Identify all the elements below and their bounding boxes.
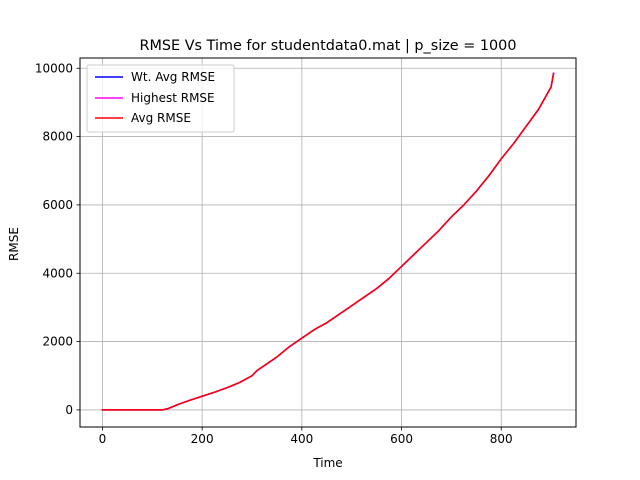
x-tick-label-4: 800 <box>490 432 513 446</box>
legend-label-wt-avg-rmse: Wt. Avg RMSE <box>131 70 215 84</box>
plot-series <box>101 72 555 411</box>
legend-label-highest-rmse: Highest RMSE <box>131 91 215 105</box>
grid-lines <box>80 58 576 427</box>
x-tick-label-2: 400 <box>290 432 313 446</box>
x-tick-label-0: 0 <box>99 432 107 446</box>
chart-title: RMSE Vs Time for studentdata0.mat | p_si… <box>140 38 517 54</box>
legend: Wt. Avg RMSE Highest RMSE Avg RMSE <box>86 64 235 133</box>
series-line-avg-rmse <box>101 72 555 411</box>
legend-box <box>86 64 235 133</box>
y-axis-label: RMSE <box>7 227 21 261</box>
y-tick-label-4: 8000 <box>42 130 73 144</box>
x-tick-label-1: 200 <box>191 432 214 446</box>
y-tick-label-2: 4000 <box>42 266 73 280</box>
legend-label-avg-rmse: Avg RMSE <box>131 111 191 125</box>
y-tick-label-5: 10000 <box>35 61 73 75</box>
y-tick-label-1: 2000 <box>42 335 73 349</box>
x-tick-label-3: 600 <box>390 432 413 446</box>
x-axis-label: Time <box>312 456 342 470</box>
plot-area-frame <box>79 57 577 428</box>
y-tick-label-3: 6000 <box>42 198 73 212</box>
y-tick-label-0: 0 <box>65 403 73 417</box>
